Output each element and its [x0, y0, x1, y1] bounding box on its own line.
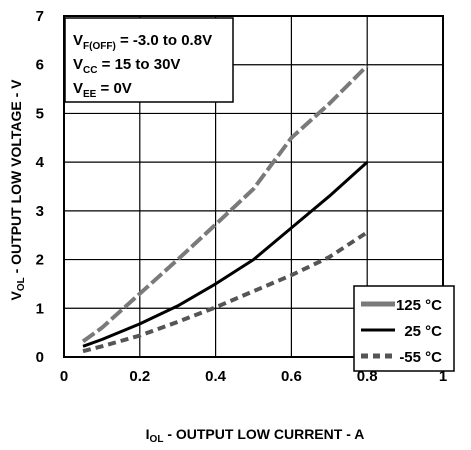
y-tick-label: 1 [36, 300, 44, 317]
x-tick-label: 0.6 [281, 368, 302, 385]
x-tick-labels: 0 0.2 0.4 0.6 0.8 1 [60, 368, 447, 385]
plot-frame [63, 15, 444, 358]
legend-label: -55 °C [399, 349, 442, 366]
series-line [82, 230, 369, 354]
y-tick-label: 4 [36, 154, 45, 171]
condition-text: VEE = 0V [73, 80, 132, 100]
plot-series [81, 64, 369, 354]
conditions-box: VF(OFF) = -3.0 to 0.8V VCC = 15 to 30V VEE… [64, 17, 234, 103]
y-tick-label: 6 [36, 57, 44, 74]
y-tick-label: 3 [36, 203, 44, 220]
legend-label: 25 °C [404, 323, 442, 340]
x-tick-label: 0.8 [357, 368, 378, 385]
condition-text: VF(OFF) = -3.0 to 0.8V [73, 32, 212, 52]
x-tick-label: 0 [60, 368, 68, 385]
x-tick-label: 1 [439, 368, 447, 385]
x-axis-label: IOL - OUTPUT LOW CURRENT - A [146, 426, 365, 445]
y-axis-label: VOL - OUTPUT LOW VOLTAGE - V [8, 79, 27, 301]
y-tick-labels: 0 1 2 3 4 5 6 7 [36, 8, 45, 366]
y-tick-label: 0 [36, 349, 44, 366]
condition-text: VCC = 15 to 30V [73, 56, 180, 76]
legend-label: 125 °C [396, 297, 442, 314]
legend: 125 °C 25 °C -55 °C [353, 285, 455, 372]
series-line [81, 64, 369, 344]
x-tick-label: 0.2 [129, 368, 150, 385]
series-line [82, 160, 369, 348]
x-tick-label: 0.4 [205, 368, 227, 385]
y-tick-label: 5 [36, 105, 44, 122]
y-tick-label: 7 [36, 8, 44, 25]
y-tick-label: 2 [36, 252, 44, 269]
